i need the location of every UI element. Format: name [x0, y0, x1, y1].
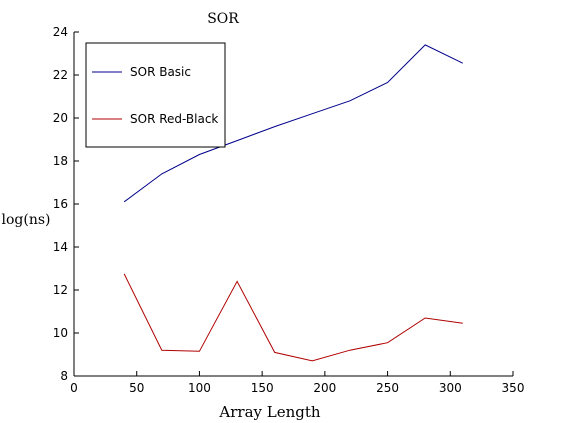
x-tick-label: 350 — [502, 381, 525, 395]
series-line-sor-basic — [123, 44, 464, 203]
x-tick-label: 0 — [70, 381, 78, 395]
y-tick-label: 14 — [53, 240, 68, 254]
y-tick-label: 10 — [53, 326, 68, 340]
y-tick-label: 22 — [53, 68, 68, 82]
series-layer — [123, 44, 464, 362]
x-tick-label: 100 — [188, 381, 211, 395]
y-tick-label: 20 — [53, 111, 68, 125]
y-tick-label: 8 — [60, 369, 68, 383]
y-axis-label: log(ns) — [2, 212, 51, 228]
chart-title: SOR — [207, 11, 239, 27]
y-tick-label: 24 — [53, 25, 68, 39]
y-tick-label: 12 — [53, 283, 68, 297]
x-tick-label: 300 — [439, 381, 462, 395]
y-tick-label: 18 — [53, 154, 68, 168]
legend-box — [85, 42, 226, 148]
axes: 0 50 100 150 200 250 300 350 8 10 12 14 16 18 20 22 24 — [53, 25, 525, 395]
x-tick-label: 250 — [376, 381, 399, 395]
series-line-sor-red-black — [123, 273, 463, 362]
x-tick-label: 150 — [251, 381, 274, 395]
legend-entry: SOR Red-Black — [130, 112, 218, 126]
x-tick-label: 200 — [313, 381, 336, 395]
x-axis-label: Array Length — [218, 403, 320, 421]
legend-entry: SOR Basic — [130, 65, 191, 79]
y-tick-label: 16 — [53, 197, 68, 211]
x-tick-label: 50 — [129, 381, 144, 395]
legend: SOR Basic SOR Red-Black — [85, 42, 226, 148]
